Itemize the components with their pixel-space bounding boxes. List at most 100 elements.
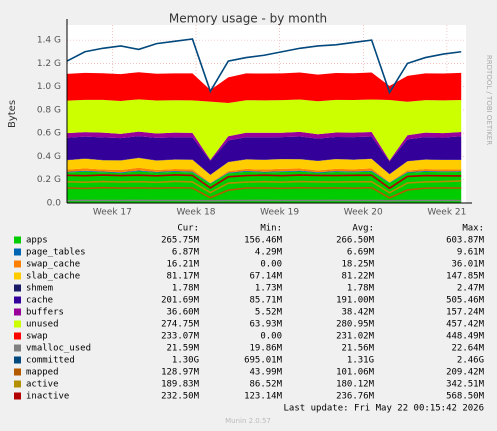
stat-value: 191.00M [336, 296, 375, 306]
stacked-area [67, 99, 462, 161]
stat-value: 2.47M [457, 284, 485, 294]
line [66, 38, 462, 95]
stat-value: 695.01M [244, 356, 283, 366]
stat-value: 36.60M [166, 308, 199, 318]
legend-swatch [14, 296, 21, 304]
stat-value: 233.07M [161, 332, 200, 342]
x-tick-label: Week 17 [93, 208, 132, 218]
stacked-area [67, 157, 462, 184]
legend-label: unused [26, 320, 59, 330]
stat-value: 280.95M [336, 320, 375, 330]
stats-header: Max: [462, 224, 484, 234]
legend-label: swap [26, 332, 48, 342]
y-tick-label: 0.8 G [37, 105, 61, 115]
stat-value: 0.00 [260, 332, 282, 342]
marks [66, 38, 462, 203]
stacked-area [67, 167, 462, 184]
legend-swatch [14, 236, 21, 244]
stat-value: 128.97M [161, 368, 200, 378]
stats-header: Min: [260, 224, 282, 234]
stats-header: Avg: [352, 224, 374, 234]
legend-swatch [14, 356, 21, 364]
stat-value: 266.50M [336, 236, 375, 246]
legend-label: shmem [26, 284, 53, 294]
legend-label: inactive [26, 392, 69, 402]
stat-value: 209.42M [446, 368, 485, 378]
legend-label: apps [26, 236, 48, 246]
stat-value: 63.93M [249, 320, 282, 330]
stat-value: 342.51M [446, 380, 485, 390]
stat-value: 81.22M [341, 272, 374, 282]
stat-value: 22.64M [451, 344, 484, 354]
stat-value: 2.46G [457, 356, 484, 366]
y-tick-label: 0.2 G [37, 175, 61, 185]
legend-label: committed [26, 356, 75, 366]
y-tick-label: 1.2 G [37, 59, 61, 69]
legend-label: active [26, 380, 59, 390]
stat-value: 236.76M [336, 392, 375, 402]
y-tick-label: 1.4 G [37, 36, 61, 46]
footer: Last update: Fri May 22 00:15:42 2026 [284, 404, 484, 414]
legend-label: slab_cache [26, 272, 80, 282]
legend-swatch [14, 308, 21, 316]
stacked-area [67, 72, 462, 103]
stat-value: 189.83M [161, 380, 200, 390]
stat-value: 274.75M [161, 320, 200, 330]
x-tick-label: Week 18 [177, 208, 216, 218]
stat-value: 0.00 [260, 260, 282, 270]
stat-value: 18.25M [341, 260, 374, 270]
y-tick-label: 1.0 G [37, 82, 61, 92]
x-tick-label: Week 21 [427, 208, 466, 218]
y-tick-label: 0.4 G [37, 152, 61, 162]
stat-value: 1.31G [347, 356, 374, 366]
stat-value: 180.12M [336, 380, 375, 390]
stat-value: 6.87M [172, 248, 200, 258]
stat-value: 81.17M [166, 272, 199, 282]
stats-header: Cur: [177, 224, 199, 234]
legend-swatch [14, 272, 21, 280]
chart-title: Memory usage - by month [169, 12, 327, 26]
legend-swatch [14, 380, 21, 388]
line [66, 186, 462, 199]
stat-value: 1.30G [172, 356, 199, 366]
legend-swatch [14, 248, 21, 256]
stat-value: 21.59M [166, 344, 199, 354]
stat-value: 36.01M [451, 260, 484, 270]
line [66, 180, 462, 194]
legend-swatch [14, 284, 21, 292]
stat-value: 21.56M [341, 344, 374, 354]
stat-value: 157.24M [446, 308, 485, 318]
line [66, 174, 462, 190]
stat-value: 568.50M [446, 392, 485, 402]
legend-swatch [14, 260, 21, 268]
legend-swatch [14, 332, 21, 340]
stacked-area [67, 136, 462, 175]
legend-swatch [14, 368, 21, 376]
stat-value: 201.69M [161, 296, 200, 306]
stat-value: 101.06M [336, 368, 375, 378]
stat-value: 86.52M [249, 380, 282, 390]
stat-value: 38.42M [341, 308, 374, 318]
stat-value: 231.02M [336, 332, 375, 342]
legend-label: page_tables [26, 248, 86, 258]
y-axis-label: Bytes [7, 100, 18, 128]
stat-value: 147.85M [446, 272, 485, 282]
y-tick-label: 0.6 G [37, 129, 61, 139]
stat-value: 457.42M [446, 320, 485, 330]
y-tick-label: 0.0 [47, 199, 62, 209]
legend-swatch [14, 320, 21, 328]
stat-value: 156.46M [244, 236, 283, 246]
stat-value: 67.14M [249, 272, 282, 282]
x-tick-label: Week 19 [260, 208, 299, 218]
stat-value: 43.99M [249, 368, 282, 378]
stat-value: 265.75M [161, 236, 200, 246]
stat-value: 1.78M [172, 284, 200, 294]
stat-value: 16.21M [166, 260, 199, 270]
stat-value: 1.73M [255, 284, 283, 294]
legend-swatch [14, 392, 21, 400]
stat-value: 1.78M [347, 284, 375, 294]
stat-value: 6.69M [347, 248, 375, 258]
stat-value: 9.61M [457, 248, 485, 258]
stat-value: 19.86M [249, 344, 282, 354]
legend-label: swap_cache [26, 260, 80, 270]
